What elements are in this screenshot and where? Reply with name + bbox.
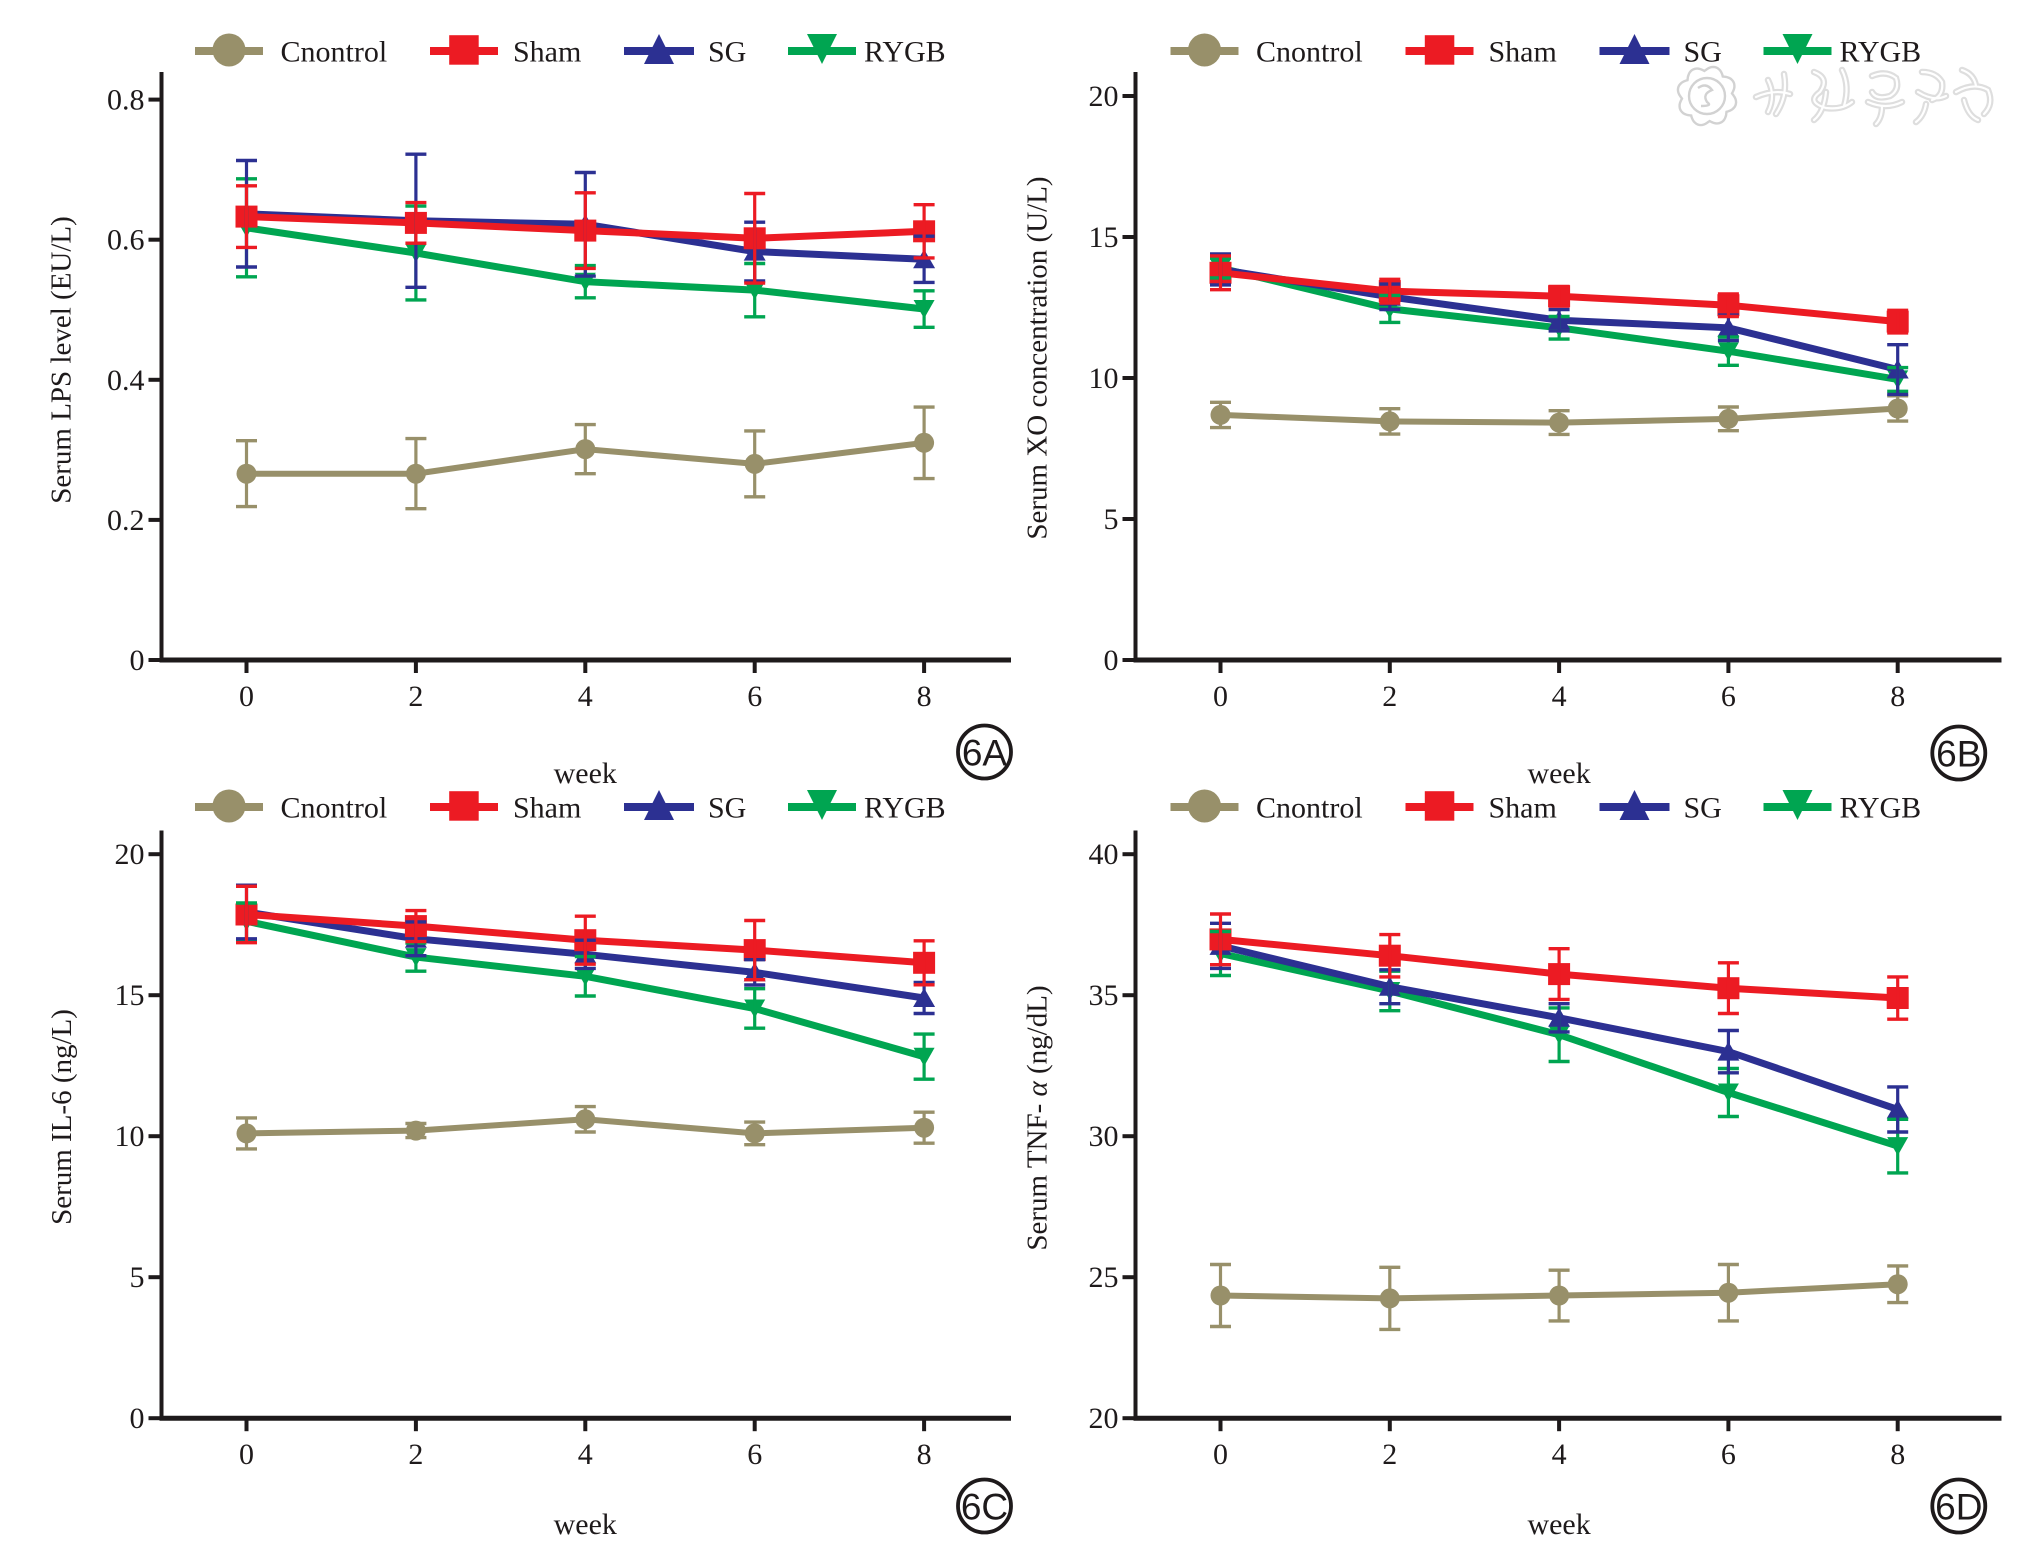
svg-text:15: 15 bbox=[1089, 221, 1119, 254]
svg-text:0: 0 bbox=[1104, 644, 1119, 677]
svg-text:4: 4 bbox=[578, 1438, 593, 1471]
svg-text:0.6: 0.6 bbox=[107, 224, 145, 257]
svg-text:6B: 6B bbox=[1936, 734, 1981, 775]
svg-text:10: 10 bbox=[115, 1120, 145, 1153]
svg-text:Cnontrol: Cnontrol bbox=[1256, 792, 1363, 825]
svg-text:SG: SG bbox=[708, 792, 746, 825]
svg-text:6A: 6A bbox=[962, 733, 1008, 774]
svg-text:Cnontrol: Cnontrol bbox=[1256, 36, 1363, 69]
svg-text:5: 5 bbox=[1104, 503, 1119, 536]
svg-text:0: 0 bbox=[239, 680, 254, 713]
svg-text:20: 20 bbox=[1089, 80, 1119, 113]
svg-text:SG: SG bbox=[1684, 792, 1722, 825]
svg-text:RYGB: RYGB bbox=[1840, 792, 1922, 825]
svg-text:4: 4 bbox=[578, 680, 593, 713]
svg-text:2: 2 bbox=[1382, 1438, 1397, 1471]
svg-text:2: 2 bbox=[408, 680, 423, 713]
svg-text:RYGB: RYGB bbox=[1840, 36, 1922, 69]
svg-text:week: week bbox=[1527, 757, 1590, 790]
svg-text:35: 35 bbox=[1089, 979, 1119, 1012]
svg-text:8: 8 bbox=[917, 680, 932, 713]
svg-text:6: 6 bbox=[1721, 1438, 1736, 1471]
svg-text:20: 20 bbox=[115, 838, 145, 871]
svg-text:0.2: 0.2 bbox=[107, 504, 145, 537]
svg-text:2: 2 bbox=[408, 1438, 423, 1471]
svg-text:SG: SG bbox=[708, 36, 746, 69]
svg-text:RYGB: RYGB bbox=[864, 792, 946, 825]
svg-text:week: week bbox=[554, 1508, 617, 1541]
svg-text:SG: SG bbox=[1684, 36, 1722, 69]
svg-text:0: 0 bbox=[130, 644, 145, 677]
svg-text:Sham: Sham bbox=[513, 792, 581, 825]
svg-text:6: 6 bbox=[1721, 680, 1736, 713]
svg-text:6C: 6C bbox=[961, 1487, 1008, 1528]
svg-text:6: 6 bbox=[747, 1438, 762, 1471]
svg-text:week: week bbox=[1527, 1508, 1590, 1541]
svg-text:Cnontrol: Cnontrol bbox=[281, 792, 388, 825]
svg-text:0: 0 bbox=[1213, 1438, 1228, 1471]
svg-text:6: 6 bbox=[747, 680, 762, 713]
svg-text:15: 15 bbox=[115, 979, 145, 1012]
svg-text:5: 5 bbox=[130, 1261, 145, 1294]
svg-text:0: 0 bbox=[239, 1438, 254, 1471]
svg-text:0.8: 0.8 bbox=[107, 84, 145, 117]
svg-text:Sham: Sham bbox=[513, 36, 581, 69]
svg-text:8: 8 bbox=[1890, 1438, 1905, 1471]
svg-text:0: 0 bbox=[1213, 680, 1228, 713]
svg-text:30: 30 bbox=[1089, 1120, 1119, 1153]
svg-text:4: 4 bbox=[1552, 680, 1567, 713]
svg-text:Serum IL-6 (ng/L): Serum IL-6 (ng/L) bbox=[46, 1009, 78, 1225]
svg-text:8: 8 bbox=[1890, 680, 1905, 713]
svg-text:40: 40 bbox=[1089, 838, 1119, 871]
svg-text:6D: 6D bbox=[1935, 1487, 1982, 1528]
svg-text:Serum XO concentration (U/L): Serum XO concentration (U/L) bbox=[1021, 176, 1053, 539]
svg-text:8: 8 bbox=[917, 1438, 932, 1471]
svg-text:10: 10 bbox=[1089, 362, 1119, 395]
svg-text:RYGB: RYGB bbox=[864, 36, 946, 69]
svg-text:0.4: 0.4 bbox=[107, 364, 145, 397]
svg-text:20: 20 bbox=[1089, 1402, 1119, 1435]
svg-text:Sham: Sham bbox=[1489, 36, 1557, 69]
svg-text:2: 2 bbox=[1382, 680, 1397, 713]
svg-text:Serum LPS level (EU/L): Serum LPS level (EU/L) bbox=[46, 216, 78, 504]
svg-text:Serum TNF- α (ng/dL): Serum TNF- α (ng/dL) bbox=[1021, 985, 1053, 1250]
svg-text:Sham: Sham bbox=[1489, 792, 1557, 825]
svg-text:Cnontrol: Cnontrol bbox=[281, 36, 388, 69]
svg-text:4: 4 bbox=[1552, 1438, 1567, 1471]
svg-text:week: week bbox=[554, 757, 617, 790]
svg-text:25: 25 bbox=[1089, 1261, 1119, 1294]
svg-text:0: 0 bbox=[130, 1402, 145, 1435]
